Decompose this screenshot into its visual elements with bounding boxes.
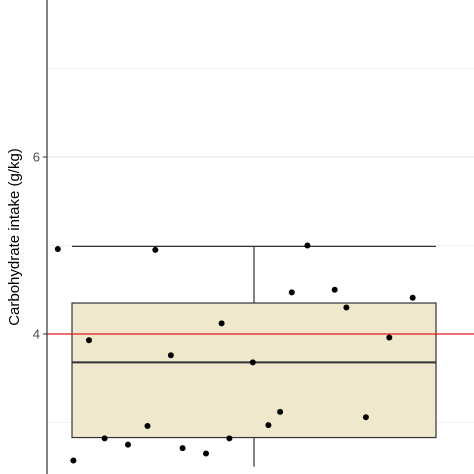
data-point <box>409 294 416 301</box>
data-point <box>277 408 284 415</box>
data-point <box>125 441 131 448</box>
y-tick-label: 6 <box>33 150 40 165</box>
data-point <box>218 320 225 327</box>
data-point <box>343 304 350 311</box>
data-point <box>265 422 272 429</box>
data-point <box>362 414 369 421</box>
data-point <box>54 246 61 253</box>
data-point <box>249 359 256 366</box>
data-point <box>167 352 174 359</box>
data-point <box>386 334 393 341</box>
data-point <box>101 435 108 442</box>
axis-layer: 46 <box>33 0 48 474</box>
data-point <box>144 423 151 430</box>
data-point <box>304 242 311 249</box>
data-point <box>152 246 159 253</box>
points-layer <box>54 242 416 464</box>
data-point <box>70 457 77 464</box>
data-point <box>331 286 338 293</box>
box-layer <box>47 245 474 467</box>
data-point <box>288 289 295 296</box>
data-point <box>203 450 209 457</box>
data-point <box>226 435 233 442</box>
data-point <box>179 445 186 452</box>
box <box>71 302 437 439</box>
data-point <box>86 337 92 344</box>
y-tick-label: 4 <box>33 327 40 342</box>
y-axis-label: Carbohydrate intake (g/kg) <box>6 148 23 326</box>
